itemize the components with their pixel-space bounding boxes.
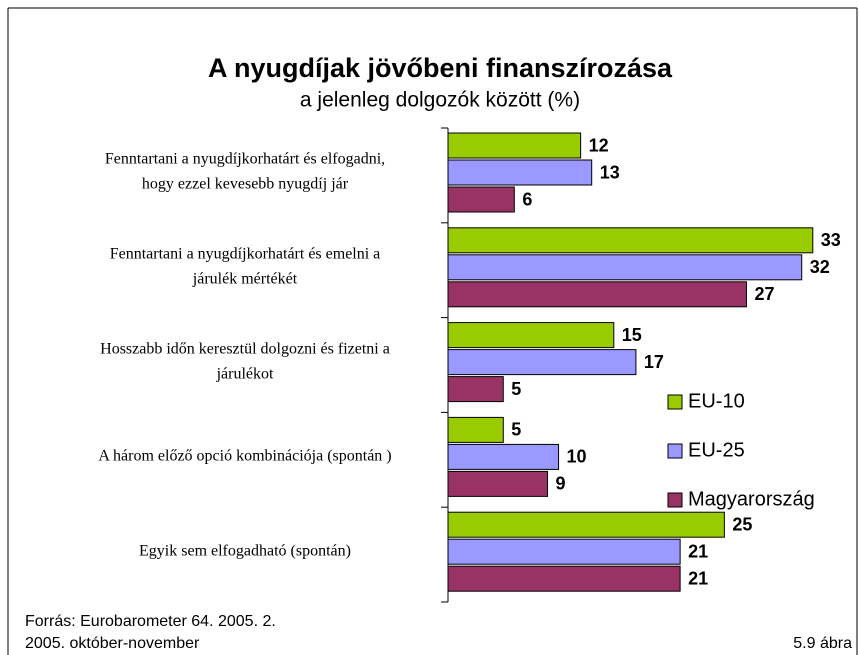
bar <box>447 376 504 403</box>
date: 2005. október-november <box>25 635 200 652</box>
legend-label: EU-10 <box>688 390 745 412</box>
data-label: 21 <box>688 541 708 561</box>
data-label: 33 <box>821 230 841 250</box>
legend-swatch <box>667 394 683 410</box>
category-label: Fenntartani a nyugdíjkorhatárt és elfoga… <box>105 151 385 168</box>
bar <box>447 186 515 213</box>
bar <box>447 538 681 565</box>
category-label: Egyik sem elfogadható (spontán) <box>139 542 351 559</box>
bar <box>447 443 560 470</box>
legend-swatch <box>667 443 683 459</box>
data-label: 32 <box>810 257 830 277</box>
legend-label: Magyarország <box>688 488 815 510</box>
bar <box>447 416 504 443</box>
data-label: 27 <box>754 284 774 304</box>
bar <box>447 511 725 538</box>
data-label: 9 <box>555 474 565 494</box>
category-label: A három előző opció kombinációja (spontá… <box>98 448 391 465</box>
bar <box>447 159 593 186</box>
data-label: 10 <box>567 447 587 467</box>
category-label: Fenntartani a nyugdíjkorhatárt és emelni… <box>110 245 381 262</box>
data-label: 5 <box>511 420 521 440</box>
bar <box>447 281 747 308</box>
legend-swatch <box>667 492 683 508</box>
chart-subtitle: a jelenleg dolgozók között (%) <box>300 89 580 112</box>
bar <box>447 565 681 592</box>
category-label: járulékot <box>216 365 274 382</box>
data-label: 21 <box>688 568 708 588</box>
bar <box>447 322 615 349</box>
figure-number: 5.9 ábra <box>793 635 852 652</box>
legend-label: EU-25 <box>688 439 745 461</box>
data-label: 15 <box>622 325 642 345</box>
data-label: 13 <box>600 162 620 182</box>
category-label: hogy ezzel kevesebb nyugdíj jár <box>142 176 349 193</box>
bar <box>447 470 548 497</box>
data-label: 25 <box>732 514 752 534</box>
data-label: 12 <box>589 135 609 155</box>
bar <box>447 349 637 376</box>
source: Forrás: Eurobarometer 64. 2005. 2. <box>25 613 276 630</box>
chart-title: A nyugdíjak jövőbeni finanszírozása <box>208 53 673 83</box>
data-label: 17 <box>644 352 664 372</box>
bar <box>447 254 803 281</box>
data-label: 6 <box>522 189 532 209</box>
bar <box>447 132 582 159</box>
category-label: Hosszabb időn keresztül dolgozni és fize… <box>100 340 390 357</box>
category-label: járulék mértékét <box>192 270 298 287</box>
bar <box>447 227 814 254</box>
data-label: 5 <box>511 379 521 399</box>
